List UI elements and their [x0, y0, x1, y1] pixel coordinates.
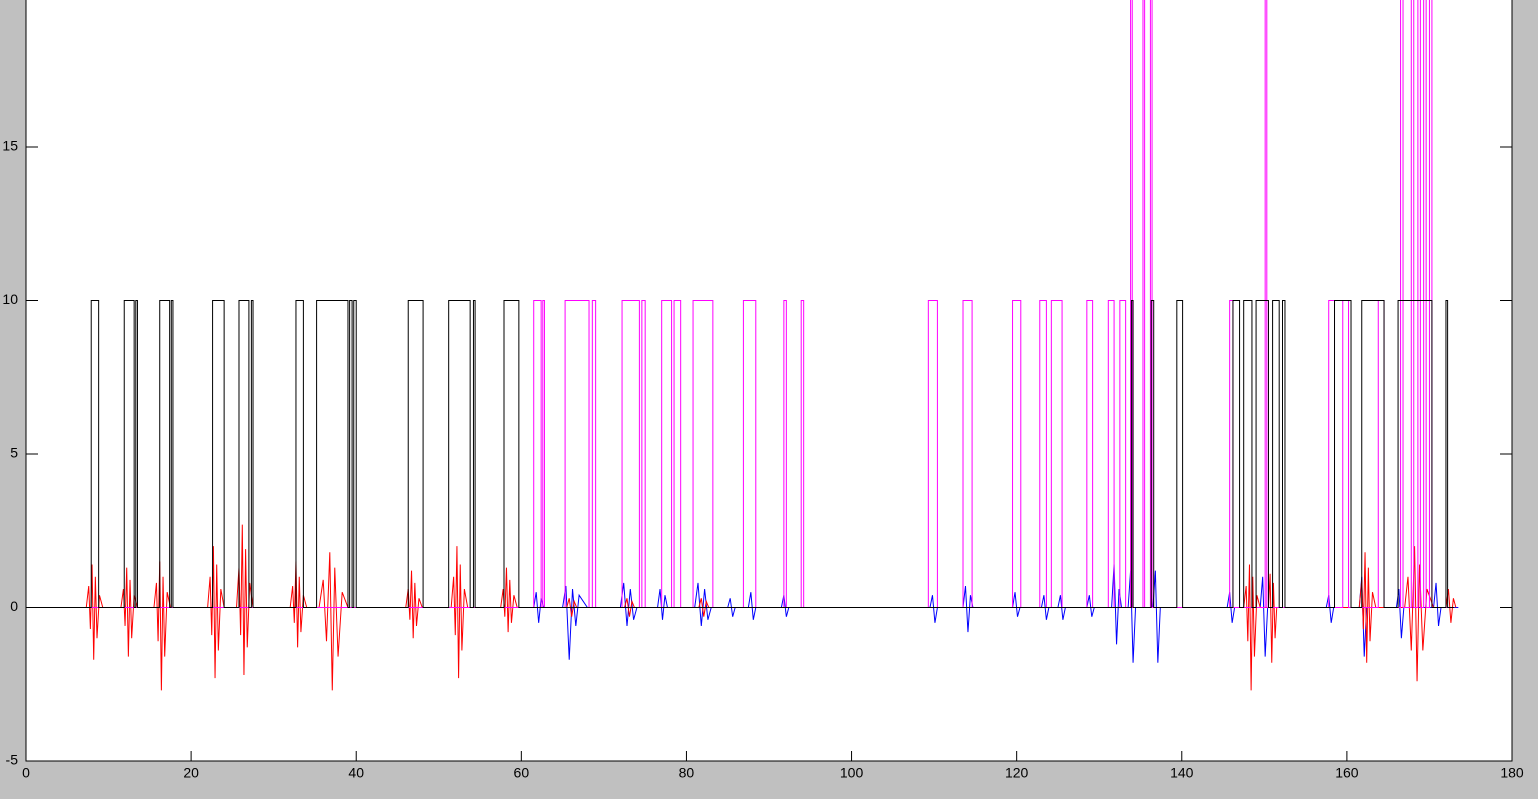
data-line: [26, 524, 1457, 691]
x-tick-label: 20: [183, 765, 199, 781]
y-tick-label: 15: [2, 138, 18, 154]
x-tick-label: 140: [1170, 765, 1194, 781]
x-tick-label: 120: [1005, 765, 1029, 781]
y-tick-label: -5: [6, 752, 19, 768]
data-line: [26, 300, 1455, 608]
x-tick-label: 40: [348, 765, 364, 781]
y-tick-label: 0: [10, 598, 18, 614]
data-line: [26, 564, 1459, 663]
y-tick-label: 5: [10, 445, 18, 461]
x-tick-label: 80: [679, 765, 695, 781]
x-tick-label: 0: [22, 765, 30, 781]
x-tick-label: 180: [1500, 765, 1524, 781]
x-tick-label: 160: [1335, 765, 1359, 781]
x-tick-label: 60: [514, 765, 530, 781]
y-tick-label: 10: [2, 291, 18, 307]
x-tick-label: 100: [840, 765, 864, 781]
plot-lines: [26, 0, 1459, 691]
